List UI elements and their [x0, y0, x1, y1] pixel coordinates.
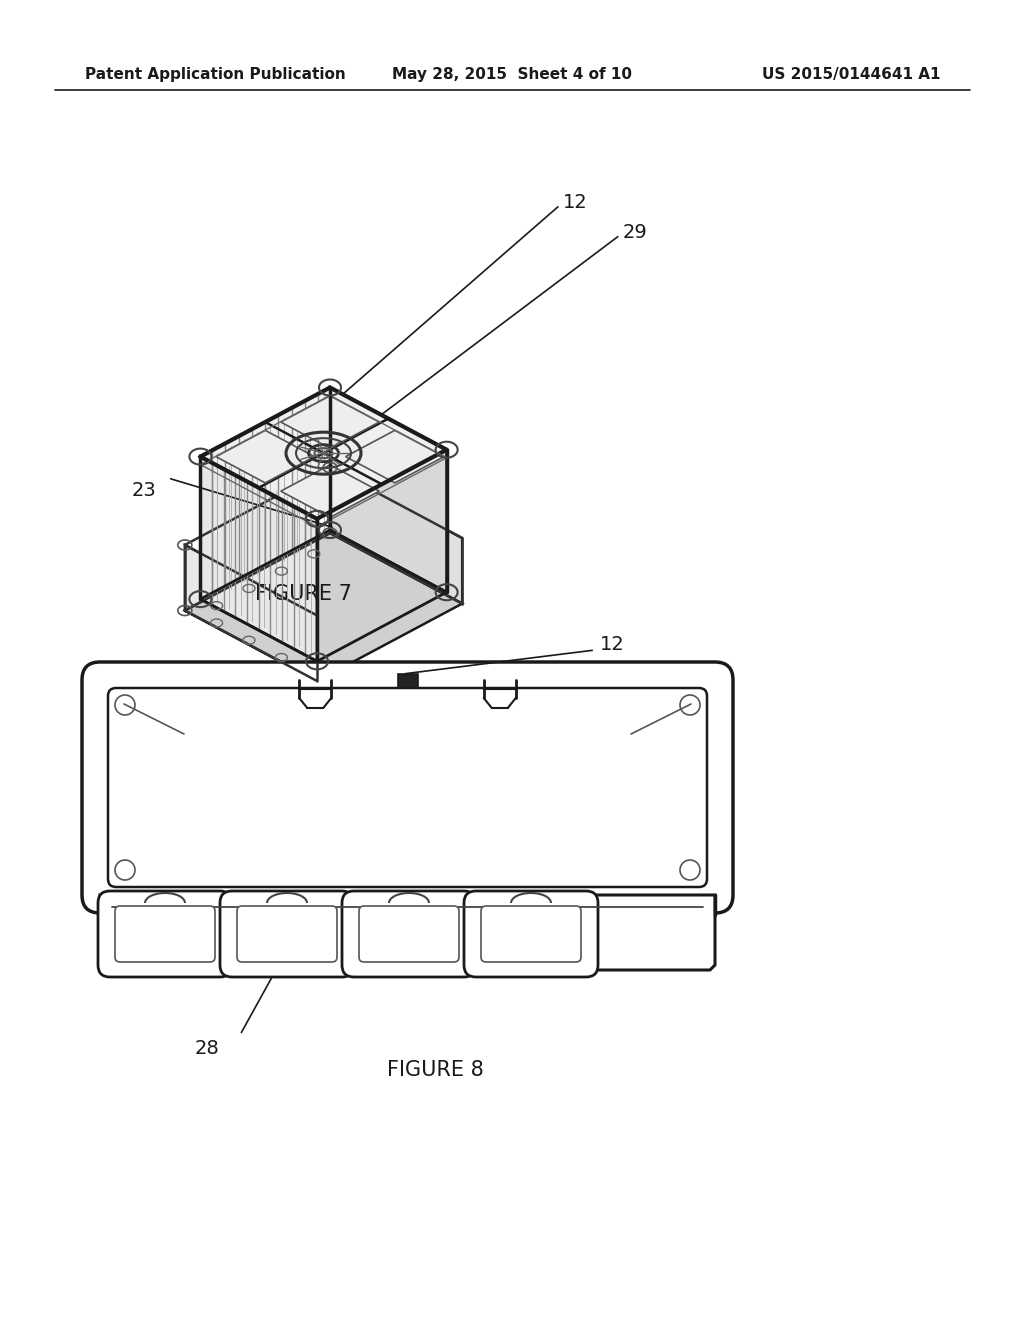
FancyBboxPatch shape	[98, 891, 232, 977]
FancyBboxPatch shape	[464, 891, 598, 977]
Polygon shape	[330, 388, 446, 593]
Polygon shape	[100, 895, 715, 970]
Polygon shape	[185, 545, 317, 681]
Text: 12: 12	[600, 635, 625, 655]
FancyBboxPatch shape	[82, 663, 733, 913]
Text: US 2015/0144641 A1: US 2015/0144641 A1	[762, 67, 940, 82]
Text: Patent Application Publication: Patent Application Publication	[85, 67, 346, 82]
FancyBboxPatch shape	[108, 688, 707, 887]
Polygon shape	[281, 465, 379, 517]
Text: 23: 23	[132, 480, 157, 499]
Bar	[397, 675, 418, 688]
Text: 29: 29	[623, 223, 648, 243]
Text: FIGURE 8: FIGURE 8	[387, 1060, 483, 1080]
Text: 28: 28	[195, 1039, 220, 1057]
Polygon shape	[281, 396, 379, 449]
FancyBboxPatch shape	[342, 891, 476, 977]
Polygon shape	[185, 533, 462, 681]
Text: FIGURE 7: FIGURE 7	[255, 583, 352, 605]
Polygon shape	[201, 388, 446, 519]
Polygon shape	[330, 467, 462, 603]
Text: 12: 12	[563, 194, 588, 213]
FancyBboxPatch shape	[359, 906, 459, 962]
Polygon shape	[201, 457, 317, 661]
FancyBboxPatch shape	[220, 891, 354, 977]
Polygon shape	[345, 430, 444, 483]
FancyBboxPatch shape	[115, 906, 215, 962]
FancyBboxPatch shape	[481, 906, 581, 962]
Polygon shape	[216, 430, 314, 483]
Text: May 28, 2015  Sheet 4 of 10: May 28, 2015 Sheet 4 of 10	[392, 67, 632, 82]
FancyBboxPatch shape	[237, 906, 337, 962]
